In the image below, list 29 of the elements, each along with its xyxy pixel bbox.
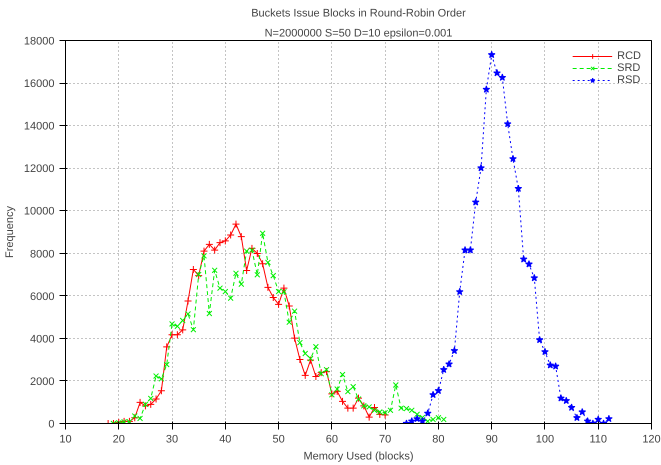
y-axis-title: Frequency (4, 206, 16, 258)
x-tick-label: 110 (589, 434, 608, 446)
x-tick-label: 20 (112, 434, 125, 446)
x-tick-label: 10 (59, 434, 72, 446)
x-tick-label: 100 (536, 434, 554, 446)
x-tick-label: 80 (432, 434, 445, 446)
x-tick-label: 30 (166, 434, 178, 446)
x-tick-label: 40 (219, 434, 232, 446)
y-tick-label: 16000 (24, 78, 55, 90)
chart-subtitle: N=2000000 S=50 D=10 epsilon=0.001 (264, 28, 452, 40)
y-tick-label: 10000 (24, 206, 55, 218)
y-tick-label: 2000 (30, 376, 55, 388)
y-tick-label: 14000 (24, 120, 55, 133)
y-tick-label: 12000 (24, 163, 55, 176)
y-tick-label: 8000 (30, 248, 55, 260)
legend-label: SRD (617, 62, 640, 74)
y-tick-label: 0 (48, 418, 55, 430)
x-tick-label: 70 (379, 434, 392, 446)
x-tick-label: 60 (326, 434, 338, 446)
y-tick-label: 4000 (30, 333, 55, 346)
y-tick-label: 6000 (30, 290, 55, 303)
chart-title: Buckets Issue Blocks in Round-Robin Order (251, 8, 466, 20)
x-tick-label: 90 (486, 434, 498, 446)
legend-label: RSD (617, 74, 640, 86)
x-axis-title: Memory Used (blocks) (303, 450, 414, 462)
x-tick-label: 50 (272, 434, 285, 446)
x-tick-label: 120 (642, 434, 661, 446)
legend-label: RCD (617, 50, 641, 62)
y-tick-label: 18000 (24, 36, 55, 48)
